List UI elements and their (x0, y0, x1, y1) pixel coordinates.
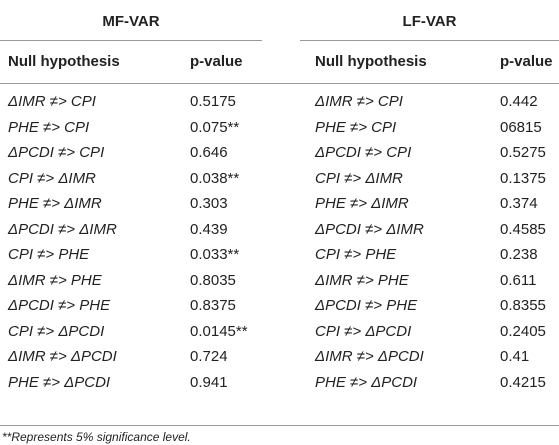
p-value: 0.8355 (500, 297, 546, 314)
null-hypothesis: PHE ≠> CPI (8, 118, 90, 136)
group-title: MF-VAR (102, 13, 160, 30)
column-header: p-value (190, 53, 243, 70)
null-hypothesis: PHE ≠> ΔIMR (8, 195, 102, 212)
null-hypothesis: ΔPCDI ≠> CPI (8, 144, 105, 161)
null-hypothesis: ΔIMR ≠> ΔPCDI (8, 348, 117, 365)
null-hypothesis: ΔPCDI ≠> PHE (8, 297, 111, 314)
p-value: 0.442 (500, 93, 538, 110)
null-hypothesis: PHE ≠> CPI (315, 118, 397, 136)
p-value: 0.611 (500, 271, 537, 289)
p-value: 0.374 (500, 195, 538, 212)
null-hypothesis: CPI ≠> PHE (8, 246, 90, 263)
p-value: 0.033** (190, 246, 240, 263)
p-value: 0.724 (190, 348, 228, 365)
null-hypothesis: CPI ≠> ΔPCDI (315, 322, 412, 340)
p-value: 0.038** (190, 169, 240, 187)
null-hypothesis: CPI ≠> ΔPCDI (8, 322, 105, 340)
rule (0, 83, 559, 84)
rule (0, 425, 559, 426)
rule (0, 40, 262, 41)
p-value: 0.4585 (500, 220, 546, 238)
null-hypothesis: ΔIMR ≠> PHE (8, 271, 102, 289)
p-value: 0.5175 (190, 93, 236, 110)
p-value: 0.303 (190, 195, 228, 212)
p-value: 0.646 (190, 144, 228, 161)
p-value: 0.2405 (500, 322, 546, 340)
p-value: 0.238 (500, 246, 538, 263)
null-hypothesis: ΔPCDI ≠> ΔIMR (315, 220, 424, 238)
null-hypothesis: CPI ≠> ΔIMR (8, 169, 96, 187)
footnote: **Represents 5% significance level. (2, 430, 191, 444)
p-value: 0.075** (190, 118, 240, 136)
p-value: 0.4215 (500, 373, 546, 391)
p-value: 0.8035 (190, 271, 236, 289)
null-hypothesis: ΔPCDI ≠> PHE (315, 297, 418, 314)
p-value: 0.941 (190, 373, 228, 391)
rule (300, 40, 559, 41)
column-header: Null hypothesis (8, 53, 120, 70)
null-hypothesis: ΔPCDI ≠> CPI (315, 144, 412, 161)
column-header: p-value (500, 53, 553, 70)
p-value: 0.0145** (190, 322, 248, 340)
p-value: 0.439 (190, 220, 228, 238)
null-hypothesis: ΔPCDI ≠> ΔIMR (8, 220, 117, 238)
null-hypothesis: PHE ≠> ΔPCDI (8, 373, 111, 391)
null-hypothesis: ΔIMR ≠> ΔPCDI (315, 348, 424, 365)
null-hypothesis: ΔIMR ≠> CPI (8, 93, 96, 110)
null-hypothesis: CPI ≠> PHE (315, 246, 397, 263)
null-hypothesis: ΔIMR ≠> PHE (315, 271, 409, 289)
null-hypothesis: CPI ≠> ΔIMR (315, 169, 403, 187)
p-value: 0.41 (500, 348, 530, 365)
column-header: Null hypothesis (315, 53, 427, 70)
group-title: LF-VAR (402, 13, 457, 30)
null-hypothesis: PHE ≠> ΔIMR (315, 195, 409, 212)
p-value: 0.5275 (500, 144, 546, 161)
p-value: 06815 (500, 118, 542, 136)
p-value: 0.8375 (190, 297, 236, 314)
p-value: 0.1375 (500, 169, 546, 187)
null-hypothesis: PHE ≠> ΔPCDI (315, 373, 418, 391)
null-hypothesis: ΔIMR ≠> CPI (315, 93, 403, 110)
